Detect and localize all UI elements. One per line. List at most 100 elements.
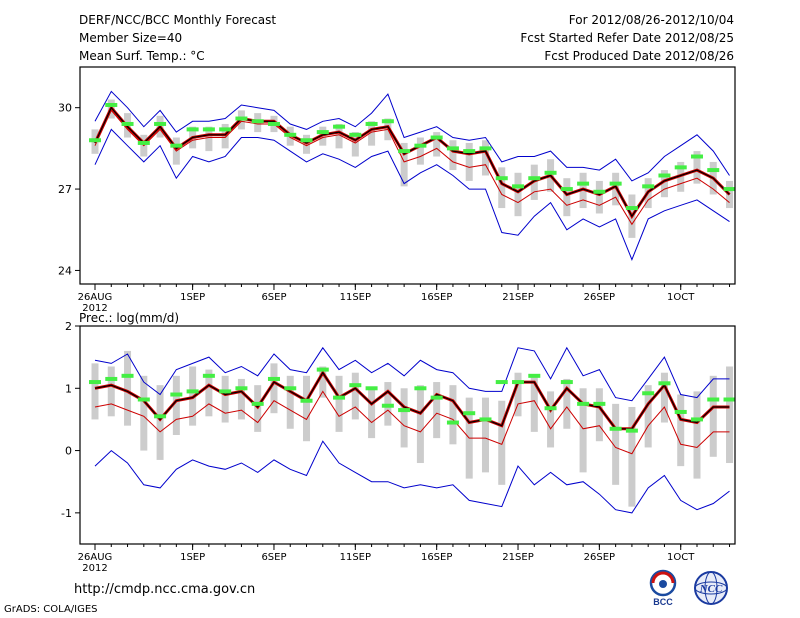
green-marker — [723, 397, 736, 402]
member-spread-bar — [660, 170, 668, 198]
member-spread-bar — [514, 172, 522, 217]
member-spread-bar — [628, 406, 636, 507]
member-spread-bar — [449, 385, 457, 445]
member-spread-bar — [595, 388, 603, 442]
green-marker — [251, 401, 264, 406]
bcc-logo: BCC — [649, 569, 677, 607]
green-marker — [495, 380, 508, 385]
green-marker — [642, 391, 655, 396]
x-tick-label: 11SEP — [340, 292, 371, 303]
green-marker — [674, 409, 687, 414]
green-marker — [430, 395, 443, 400]
green-marker — [186, 389, 199, 394]
green-marker — [170, 392, 183, 397]
green-marker — [365, 121, 378, 126]
green-marker — [430, 135, 443, 140]
green-marker — [528, 176, 541, 181]
green-marker — [658, 173, 671, 178]
plot-frame — [79, 325, 736, 545]
member-spread-bar — [416, 385, 424, 464]
y-tick-label: 0 — [65, 445, 72, 458]
member-spread-bar — [693, 391, 701, 479]
member-spread-bar — [726, 366, 734, 464]
member-spread-bar — [530, 375, 538, 432]
x-tick-label: 1OCT — [667, 552, 695, 563]
member-spread-bar — [205, 126, 213, 152]
green-marker — [593, 401, 606, 406]
member-spread-bar — [400, 142, 408, 187]
green-marker — [707, 397, 720, 402]
member-spread-bar — [335, 375, 343, 432]
green-marker — [463, 149, 476, 154]
green-marker — [479, 417, 492, 422]
member-spread-bar — [612, 403, 620, 485]
green-marker — [723, 187, 736, 192]
envelope-min-line — [94, 440, 730, 514]
green-marker — [349, 132, 362, 137]
chart-title: DERF/NCC/BCC Monthly Forecast — [79, 13, 277, 27]
x-tick-label: 1SEP — [180, 292, 205, 303]
green-marker — [625, 428, 638, 433]
green-marker — [544, 406, 557, 411]
x-tick-sublabel: 2012 — [82, 303, 107, 314]
member-spread-bar — [237, 378, 245, 420]
y-tick-label: 27 — [58, 183, 72, 196]
footer-url[interactable]: http://cmdp.ncc.cma.gov.cn — [74, 582, 256, 597]
x-tick-label: 16SEP — [421, 292, 452, 303]
member-spread-bar — [303, 375, 311, 442]
member-spread-bar — [400, 388, 408, 448]
ncc-logo-text: NCC — [699, 583, 723, 595]
green-marker — [642, 184, 655, 189]
member-spread-bar — [644, 385, 652, 448]
member-spread-bar — [221, 375, 229, 423]
green-marker — [528, 373, 541, 378]
member-spread-bar — [595, 180, 603, 214]
x-tick-label: 11SEP — [340, 552, 371, 563]
member-spread-bar — [416, 137, 424, 165]
member-spread-bar — [368, 121, 376, 146]
green-marker — [284, 386, 297, 391]
green-marker — [577, 181, 590, 186]
green-marker — [577, 401, 590, 406]
green-marker — [300, 398, 313, 403]
green-marker — [560, 187, 573, 192]
ensemble-mean-line — [94, 106, 730, 218]
green-marker — [219, 127, 232, 132]
member-spread-bar — [91, 363, 99, 420]
x-tick-label: 26SEP — [584, 552, 615, 563]
green-marker — [495, 176, 508, 181]
green-marker — [333, 124, 346, 129]
y-tick-label: 1 — [65, 382, 72, 395]
green-marker — [625, 206, 638, 211]
member-spread-bar — [481, 140, 489, 176]
green-marker — [89, 138, 101, 143]
x-tick-label: 21SEP — [502, 292, 533, 303]
member-spread-bar — [140, 375, 148, 451]
green-marker — [284, 132, 297, 137]
x-tick-label: 6SEP — [261, 292, 286, 303]
member-spread-bar — [270, 363, 278, 414]
green-marker — [89, 380, 101, 385]
member-spread-bar — [286, 375, 294, 429]
member-spread-bar — [677, 394, 685, 467]
member-spread-bar — [433, 382, 441, 439]
green-marker — [235, 386, 248, 391]
member-spread-bar — [465, 142, 473, 181]
x-tick-label: 26AUG — [78, 552, 113, 563]
x-tick-label: 26SEP — [584, 292, 615, 303]
member-spread-bar — [449, 140, 457, 171]
green-marker — [479, 146, 492, 151]
green-marker — [349, 383, 362, 388]
member-spread-bar — [563, 378, 571, 429]
member-spread-bar — [547, 391, 555, 448]
green-marker — [609, 426, 622, 431]
green-marker — [446, 420, 459, 425]
member-spread-bar — [107, 366, 115, 417]
green-marker — [186, 127, 199, 132]
green-marker — [251, 119, 264, 124]
member-spread-bar — [335, 123, 343, 149]
member-spread-bar — [368, 388, 376, 439]
green-marker — [674, 165, 687, 170]
green-marker — [609, 181, 622, 186]
